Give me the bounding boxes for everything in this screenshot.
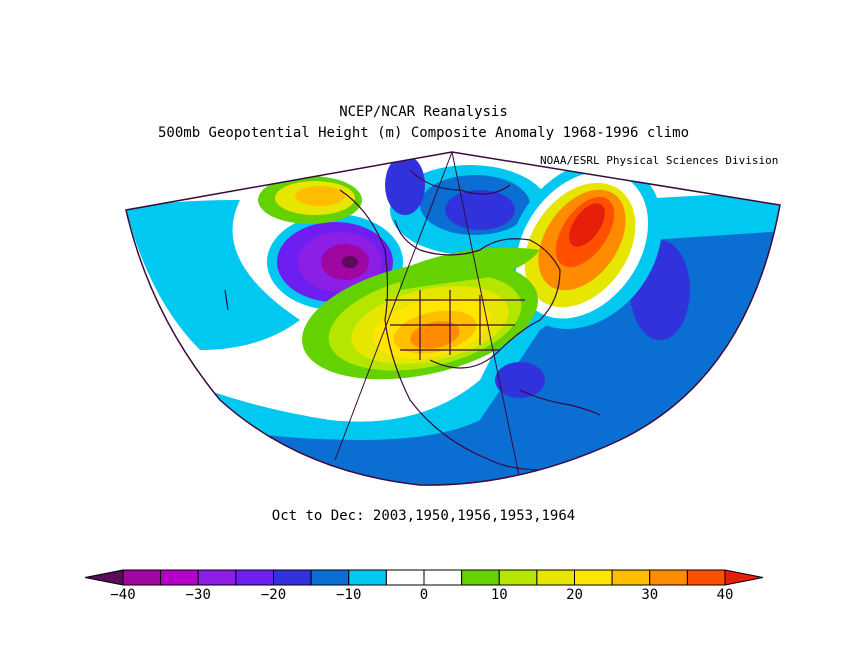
colorbar-box: [686, 569, 726, 586]
credit-label: NOAA/ESRL Physical Sciences Division: [540, 154, 779, 167]
colorbar-box: [536, 569, 575, 586]
colorbar-box: [574, 569, 613, 586]
colorbar-box: [423, 569, 463, 586]
colorbar-tick-label: 0: [419, 587, 429, 603]
colorbar-box: [611, 569, 651, 586]
colorbar-tick-label: 20: [566, 587, 583, 603]
colorbar-box: [235, 569, 274, 586]
colorbar-tick-label: −10: [336, 587, 362, 603]
colorbar-tick-label: 30: [641, 587, 659, 603]
colorbar-tick-label: −30: [185, 587, 211, 603]
colorbar-box: [649, 569, 688, 586]
colorbar-tick-label: 40: [716, 587, 734, 603]
colorbar-box: [310, 569, 350, 586]
colorbar-box: [461, 569, 500, 586]
colorbar-box: [273, 569, 312, 586]
colorbar-tick-label: 10: [490, 587, 508, 603]
colorbar-tick-label: −40: [110, 587, 136, 603]
colorbar-box: [197, 569, 237, 586]
colorbar-tick-label: −20: [260, 587, 287, 603]
colorbar-box: [348, 569, 387, 586]
colorbar-high-arrow: [724, 569, 764, 586]
period-label: Oct to Dec: 2003,1950,1956,1953,1964: [271, 508, 576, 524]
colorbar-box: [122, 569, 162, 586]
map-title: NCEP/NCAR Reanalysis: [339, 104, 508, 120]
colorbar-low-arrow: [84, 569, 124, 586]
colorbar-box: [498, 569, 538, 586]
colorbar-box: [385, 569, 425, 586]
map-subtitle: 500mb Geopotential Height (m) Composite …: [157, 125, 689, 141]
colorbar-box: [160, 569, 199, 586]
